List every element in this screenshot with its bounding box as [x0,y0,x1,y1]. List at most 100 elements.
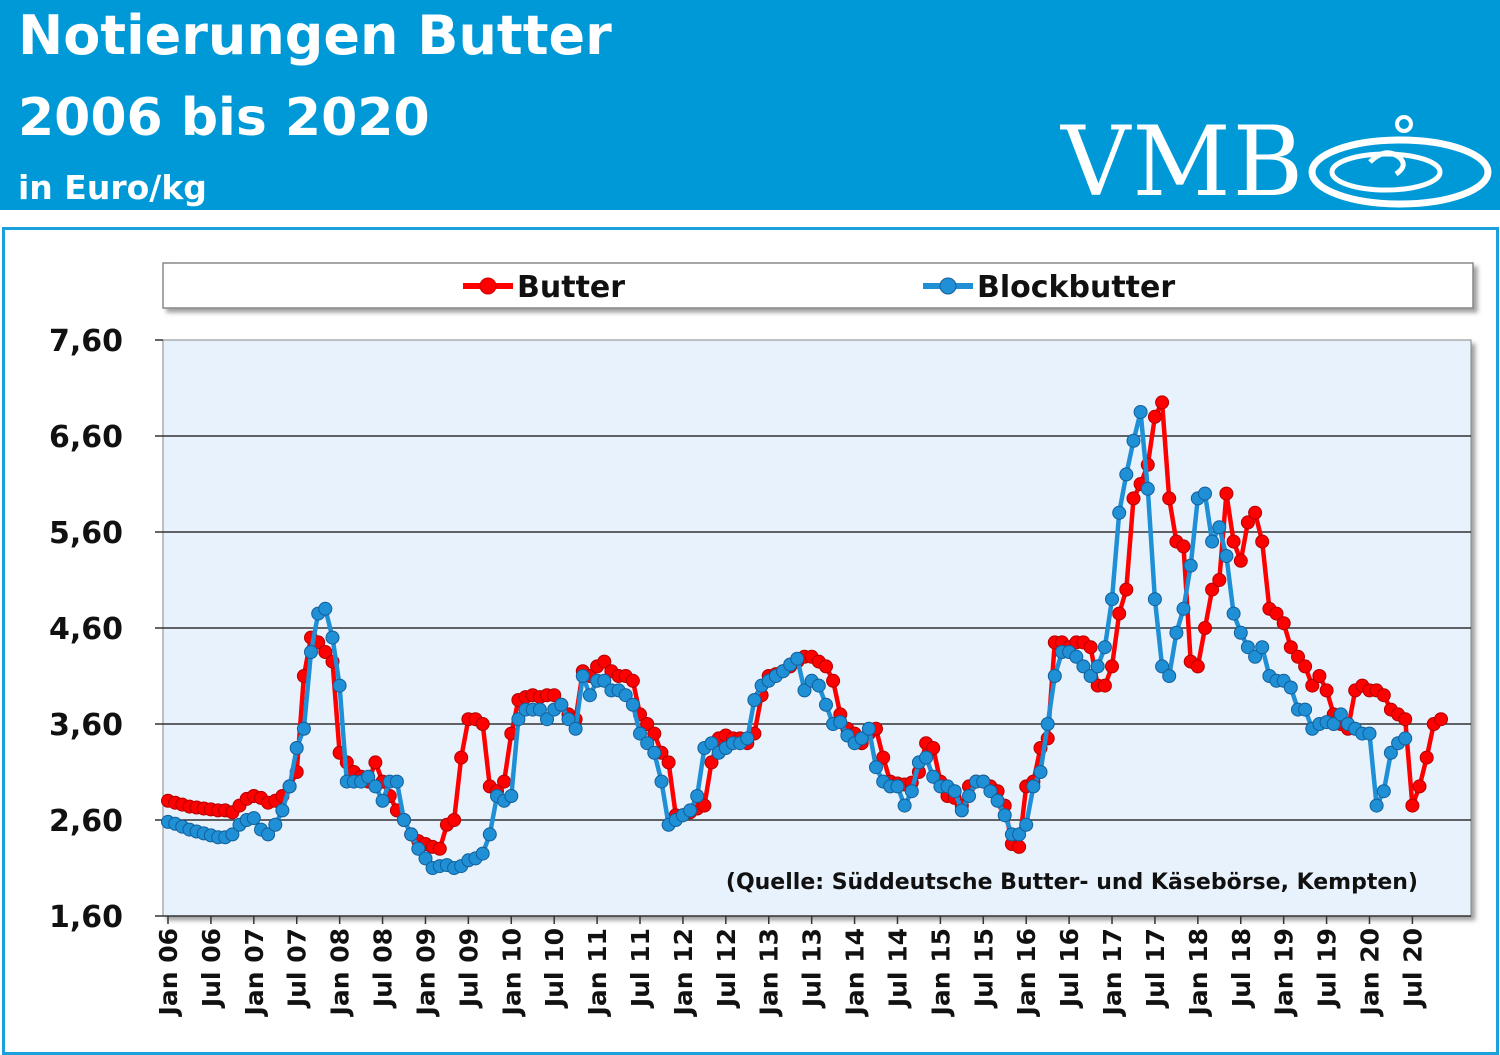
butter-point [704,755,719,770]
butter-point [1126,491,1141,506]
x-tick-label: Jan 13 [755,928,784,1017]
butter-point [1083,640,1098,655]
blockbutter-point [397,813,411,827]
blockbutter-point [268,817,283,832]
x-tick-label: Jan 07 [240,928,269,1017]
gridlines [163,435,1471,821]
blockbutter-point [647,745,662,760]
butter-point [1233,553,1248,568]
butter-point [1434,712,1448,727]
x-tick-label: Jan 12 [669,928,698,1017]
blockbutter-point [854,731,869,746]
blockbutter-point [1083,669,1098,683]
legend: Butter Blockbutter [162,262,1474,309]
blockbutter-point [475,846,490,861]
blockbutter-point [318,601,333,616]
x-tick-label: Jul 06 [197,928,226,1009]
blockbutter-point [797,683,812,698]
vmb-logo-text: VMB [1061,106,1306,218]
blockbutter-point [1205,534,1220,549]
chart: Butter Blockbutter 7,60 6,60 5,60 4,60 3,60 2… [49,262,1474,1017]
blockbutter-point [997,808,1012,823]
blockbutter-point [1090,659,1105,674]
butter-point [1305,678,1320,693]
butter-point [454,750,469,765]
x-tick-label: Jul 19 [1313,928,1342,1009]
y-tick-label: 6,60 [49,420,123,455]
butter-point [475,717,490,731]
butter-point [1155,395,1170,410]
chart-frame: Butter Blockbutter 7,60 6,60 5,60 4,60 3,60 2… [2,227,1499,1055]
blockbutter-point [1333,707,1348,722]
blockbutter-point [418,851,433,866]
legend-butter-marker [479,277,497,295]
butter-point [647,726,662,741]
blockbutter-point [511,712,526,727]
x-tick-label: Jan 19 [1270,928,1299,1017]
butter-point [447,813,462,827]
x-tick-label: Jul 14 [883,928,912,1009]
blockbutter-point [1255,640,1270,655]
legend-blockbutter-marker [939,277,957,295]
blockbutter-point [1069,649,1084,664]
blockbutter-point [1076,659,1091,674]
x-tick-label: Jul 17 [1141,928,1170,1009]
butter-point [597,654,612,669]
blockbutter-point [532,702,547,717]
x-tick-label: Jul 16 [1055,928,1084,1009]
x-tick-label: Jul 15 [969,928,998,1009]
blockbutter-point [1169,625,1184,640]
butter-point [1012,839,1027,854]
blockbutter-point [1097,640,1112,655]
butter-point [497,774,512,789]
butter-point [1190,659,1205,674]
x-tick-label: Jan 20 [1355,928,1384,1017]
x-tick-label: Jan 06 [154,928,183,1017]
x-tick-label: Jan 08 [326,928,355,1017]
x-tick-label: Jan 17 [1098,928,1127,1017]
blockbutter-point [625,697,640,712]
blockbutter-point [618,688,633,703]
vmb-logo-swirl-icon [1308,115,1492,208]
blockbutter-point [597,673,612,688]
blockbutter-point [1012,827,1027,842]
blockbutter-point [1362,726,1377,741]
y-tick-label: 7,60 [49,324,123,359]
blockbutter-point [1112,505,1127,520]
blockbutter-point [282,779,297,794]
blockbutter-point [954,803,969,818]
butter-point [826,673,841,688]
blockbutter-point [633,726,647,741]
blockbutter-point [275,803,290,818]
butter-point [1097,678,1112,693]
legend-blockbutter-label: Blockbutter [977,270,1175,305]
butter-point [1405,798,1420,813]
butter-point [1298,659,1313,674]
x-tick-label: Jul 13 [798,928,827,1009]
butter-point [1112,606,1127,621]
butter-point [1119,582,1134,597]
butter-point [1162,491,1177,506]
blockbutter-point [1147,592,1162,607]
blockbutter-point [1026,779,1041,794]
butter-point [1319,683,1334,698]
butter-point [547,688,562,703]
blockbutter-point [1119,467,1134,482]
x-tick-label: Jul 12 [712,928,741,1009]
butter-point [1291,649,1305,664]
x-tick-label: Jan 14 [841,928,870,1017]
butter-point [1269,606,1284,621]
blockbutter-point [1047,669,1062,683]
blockbutter-point [861,721,876,736]
x-axis: Jan 06 Jul 06 Jan 07 Jul 07 Jan 08 Jul 08 Jan … [154,915,1471,1017]
blockbutter-point [1105,592,1119,607]
blockbutter-point [897,798,912,813]
butter-point [926,741,941,755]
source-note: (Quelle: Süddeutsche Butter- und Käsebör… [726,870,1418,895]
butter-point [432,841,447,856]
y-axis: 7,60 6,60 5,60 4,60 3,60 2,60 1,60 [49,324,163,935]
blockbutter-point [296,721,311,736]
blockbutter-point [690,789,705,803]
blockbutter-point [869,760,883,775]
x-tick-label: Jul 18 [1227,928,1256,1009]
